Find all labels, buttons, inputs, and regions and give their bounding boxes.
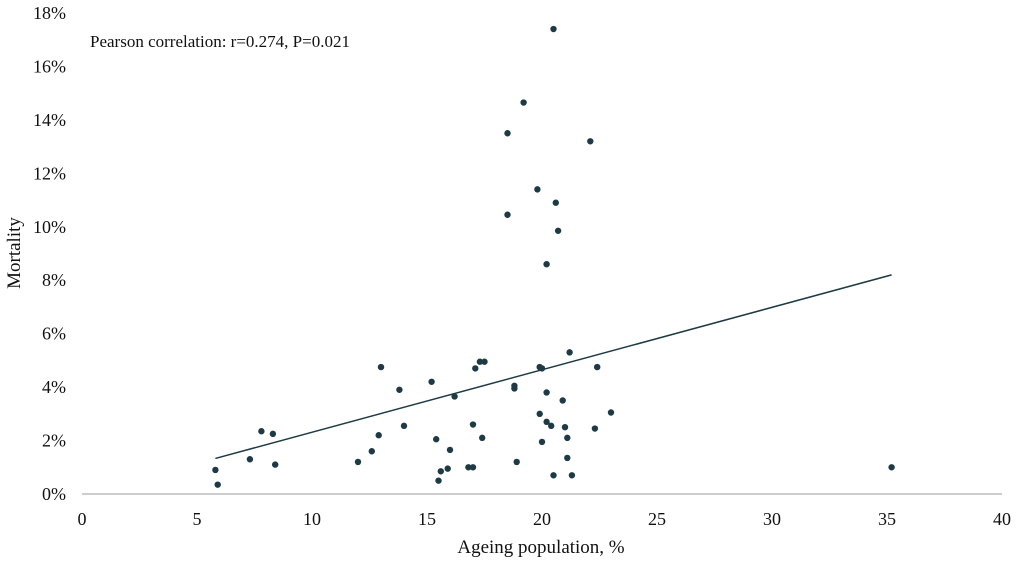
data-point [212, 466, 219, 474]
data-point [568, 472, 576, 479]
data-point [587, 138, 594, 145]
y-tick-label: 16% [33, 56, 66, 76]
x-axis-title: Ageing population, % [457, 537, 624, 558]
data-point [396, 386, 403, 393]
x-tick-label: 20 [533, 509, 551, 529]
y-tick-label: 6% [42, 324, 66, 344]
data-point [476, 358, 484, 365]
data-point [561, 423, 569, 431]
data-point [534, 186, 541, 193]
data-point [368, 448, 375, 455]
data-point [465, 464, 472, 471]
data-point [433, 436, 440, 443]
data-point [246, 456, 254, 463]
data-point [258, 428, 265, 435]
y-tick-label: 14% [33, 110, 66, 130]
data-point [513, 458, 520, 466]
data-point [520, 99, 527, 106]
y-tick-label: 18% [33, 3, 66, 23]
data-point [566, 349, 573, 356]
data-point [550, 472, 557, 479]
x-tick-label: 30 [763, 509, 781, 529]
x-axis-ticks: 0 5 10 15 20 25 30 35 40 [78, 509, 1012, 529]
data-point [214, 481, 221, 488]
data-point [591, 425, 599, 432]
data-point [479, 434, 486, 442]
data-point [272, 461, 279, 468]
data-point [536, 410, 543, 418]
data-point [564, 454, 571, 462]
y-tick-label: 4% [42, 377, 66, 397]
data-point [504, 130, 511, 137]
x-tick-label: 25 [648, 509, 666, 529]
data-point [548, 422, 555, 430]
x-tick-label: 35 [878, 509, 896, 529]
data-point [550, 25, 557, 33]
data-point [354, 458, 362, 466]
x-tick-label: 10 [303, 509, 321, 529]
data-point [559, 397, 566, 404]
correlation-annotation: Pearson correlation: r=0.274, P=0.021 [90, 32, 350, 51]
y-tick-label: 12% [33, 163, 66, 183]
data-point [469, 421, 477, 428]
data-point [469, 464, 477, 471]
y-tick-label: 10% [33, 217, 66, 237]
data-point [269, 430, 277, 438]
y-tick-label: 8% [42, 270, 66, 290]
data-point [888, 464, 895, 471]
data-point [552, 199, 559, 206]
data-point [444, 465, 451, 472]
data-point [446, 446, 454, 454]
data-point [554, 227, 562, 234]
data-point [543, 418, 550, 426]
x-tick-label: 15 [418, 509, 436, 529]
data-points [212, 25, 895, 488]
y-axis-title: Mortality [4, 217, 25, 289]
y-tick-label: 0% [42, 484, 66, 504]
data-point [607, 409, 615, 416]
y-axis-ticks: 0% 2% 4% 6% 8% 10% 12% 14% 16% 18% [33, 3, 66, 504]
data-point [594, 363, 601, 371]
data-point [451, 393, 458, 400]
data-point [538, 438, 546, 446]
y-tick-label: 2% [42, 431, 66, 451]
x-tick-label: 40 [993, 509, 1011, 529]
data-point [538, 365, 546, 372]
data-point [543, 260, 550, 268]
data-point [437, 468, 444, 475]
data-point [481, 358, 488, 365]
x-tick-label: 0 [78, 509, 87, 529]
data-point [504, 211, 511, 218]
data-point [400, 422, 408, 430]
data-point [564, 434, 571, 442]
trendline-group [215, 274, 892, 460]
data-point [511, 385, 518, 392]
trendline [215, 274, 892, 460]
x-tick-label: 5 [193, 509, 202, 529]
data-point [435, 477, 442, 484]
data-point [428, 378, 435, 385]
data-point [472, 365, 479, 372]
data-point [543, 389, 550, 396]
data-point [377, 363, 385, 371]
data-point [375, 432, 382, 439]
